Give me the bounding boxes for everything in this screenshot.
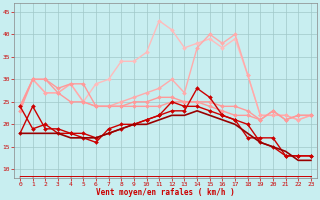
X-axis label: Vent moyen/en rafales ( km/h ): Vent moyen/en rafales ( km/h ) bbox=[96, 188, 235, 197]
